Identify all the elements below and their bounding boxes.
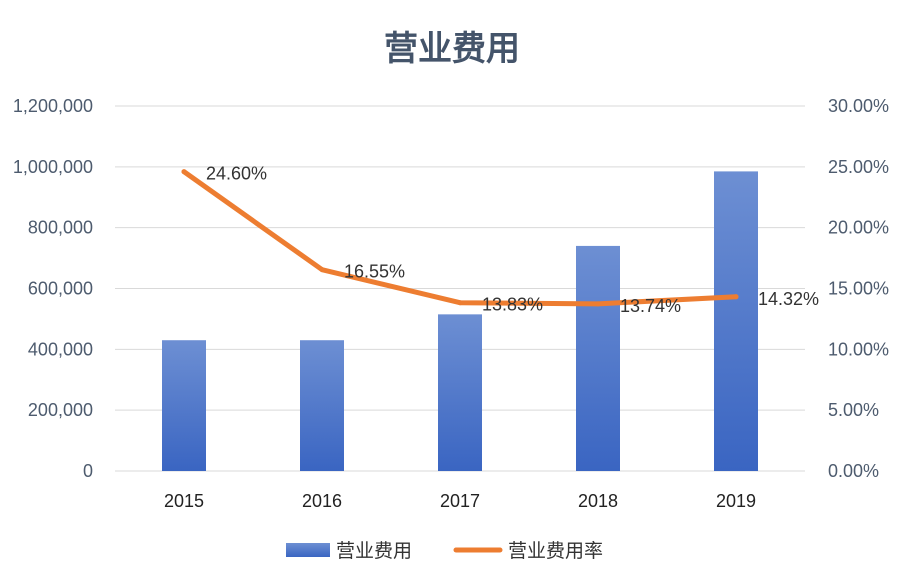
y2-tick-label: 20.00% (828, 218, 889, 238)
rate-data-label: 13.74% (620, 296, 681, 316)
y2-tick-label: 25.00% (828, 157, 889, 177)
y-axis-right: 0.00% 5.00% 10.00% 15.00% 20.00% 25.00% 30.00% (828, 96, 889, 481)
y-tick-label: 400,000 (28, 339, 93, 359)
y2-tick-label: 15.00% (828, 279, 889, 299)
rate-data-label: 16.55% (344, 262, 405, 282)
rate-point (181, 169, 187, 175)
y2-tick-label: 0.00% (828, 461, 879, 481)
line-series (181, 169, 739, 307)
bar-series (162, 171, 758, 472)
x-tick-label: 2017 (440, 491, 480, 511)
chart-title: 营业费用 (384, 29, 520, 69)
legend: 营业费用 营业费用率 (286, 540, 603, 562)
bar (162, 340, 206, 471)
y-tick-label: 1,000,000 (13, 157, 93, 177)
x-axis: 2015 2016 2017 2018 2019 (164, 491, 756, 511)
y-tick-label: 600,000 (28, 279, 93, 299)
data-labels: 24.60% 16.55% 13.83% 13.74% 14.32% (206, 164, 819, 316)
x-tick-label: 2019 (716, 491, 756, 511)
x-tick-label: 2018 (578, 491, 618, 511)
rate-line (181, 169, 739, 307)
rate-point (733, 294, 739, 300)
legend-label-bar: 营业费用 (336, 540, 412, 562)
rate-point (595, 301, 601, 307)
y-axis-left: 0 200,000 400,000 600,000 800,000 1,000,000 1,… (13, 96, 93, 481)
x-tick-label: 2016 (302, 491, 342, 511)
rate-data-label: 24.60% (206, 164, 267, 184)
y-tick-label: 800,000 (28, 218, 93, 238)
legend-swatch-bar (286, 543, 330, 557)
bar (576, 245, 620, 471)
y-tick-label: 1,200,000 (13, 96, 93, 116)
y2-tick-label: 5.00% (828, 400, 879, 420)
bar (714, 171, 758, 472)
x-tick-label: 2015 (164, 491, 204, 511)
bar (438, 314, 482, 471)
y2-tick-label: 30.00% (828, 96, 889, 116)
rate-point (319, 267, 325, 273)
rate-data-label: 13.83% (482, 295, 543, 315)
bar (300, 340, 344, 471)
y-tick-label: 0 (83, 461, 93, 481)
rate-point (457, 300, 463, 306)
legend-label-line: 营业费用率 (508, 540, 603, 562)
y-tick-label: 200,000 (28, 400, 93, 420)
y2-tick-label: 10.00% (828, 339, 889, 359)
rate-data-label: 14.32% (758, 289, 819, 309)
